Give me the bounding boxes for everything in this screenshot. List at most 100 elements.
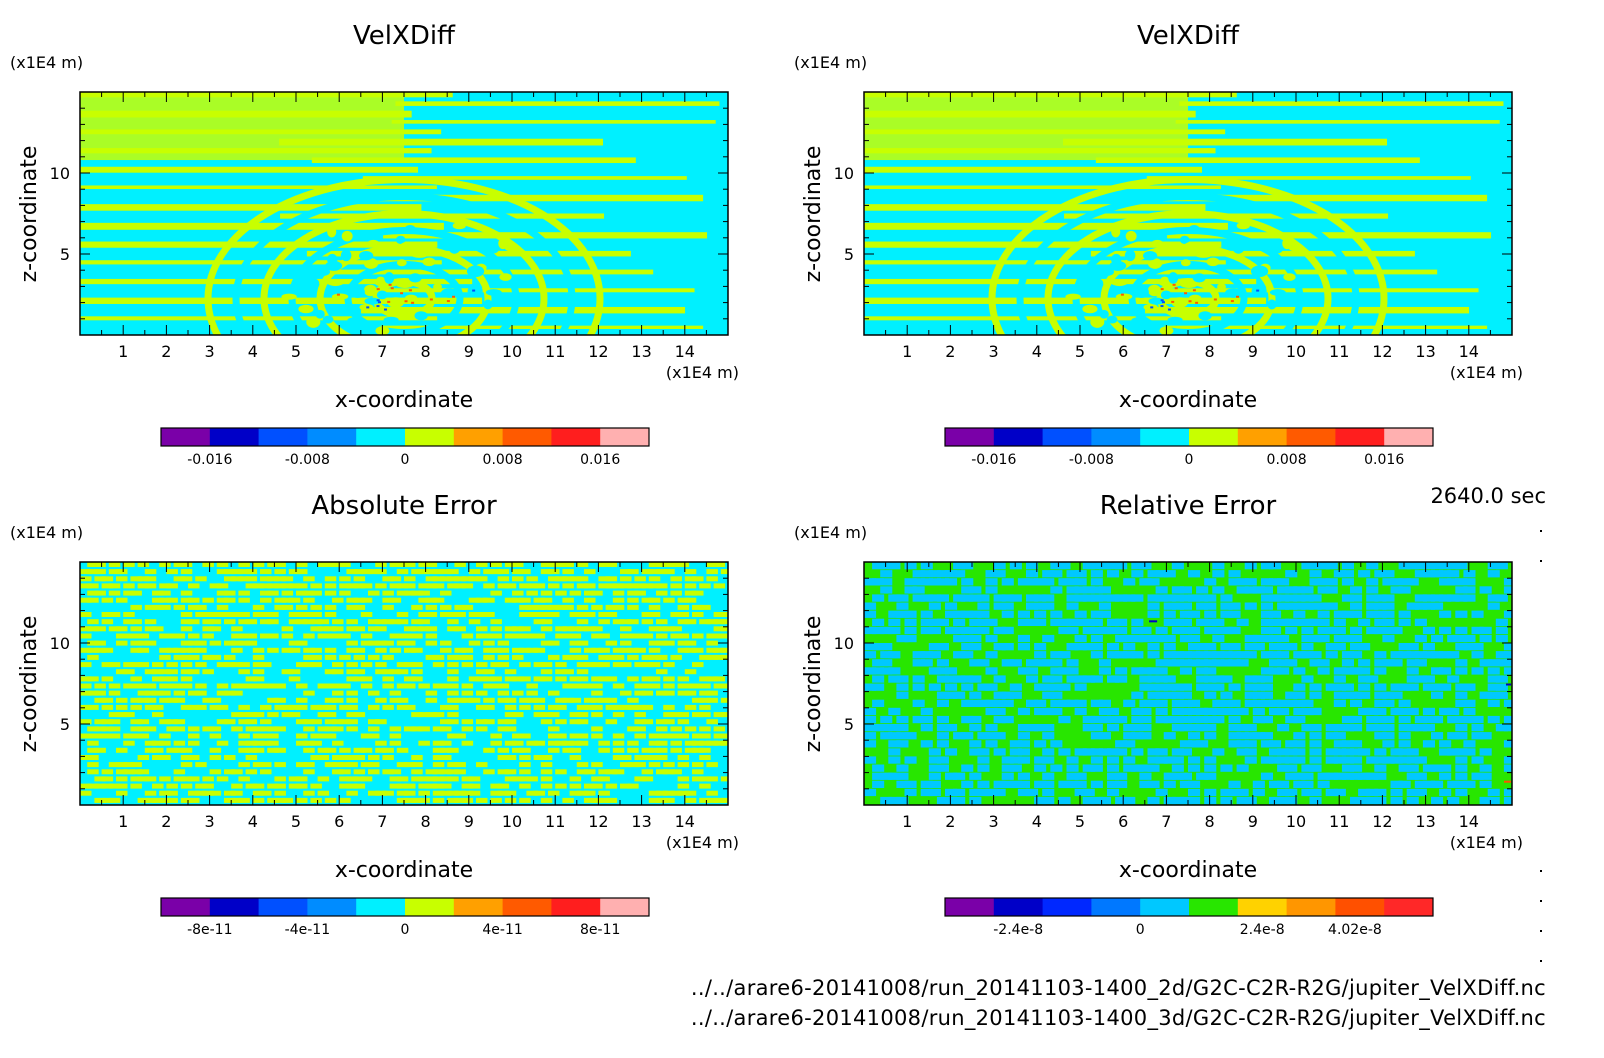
field-layer [864, 92, 1512, 335]
colorbar-swatch [945, 428, 995, 446]
field-speckle [388, 283, 392, 286]
y-axis-unit: (x1E4 m) [794, 53, 867, 72]
x-tick-label: 5 [291, 342, 301, 361]
colorbar-swatch [453, 428, 504, 446]
field-blob [499, 273, 512, 281]
field-band [1062, 138, 1387, 146]
field-blob [396, 281, 414, 289]
field-blob [1271, 244, 1283, 254]
field-band [864, 222, 1228, 230]
file-path-2d: ../../arare6-20141008/run_20141103-1400_… [690, 976, 1546, 1000]
field-band [383, 232, 708, 239]
field-band [395, 101, 720, 106]
field-speckle [446, 300, 450, 303]
margin-dot [1540, 900, 1542, 902]
colorbar-label: -0.008 [1069, 452, 1114, 468]
y-axis-label: z-coordinate [801, 146, 826, 283]
field-blob [1148, 297, 1165, 305]
field-band [391, 120, 716, 124]
field-speckle [377, 301, 381, 304]
field-blob [452, 222, 466, 230]
field-band [864, 185, 1221, 190]
field-blob [350, 286, 365, 298]
x-tick-label: 13 [1415, 812, 1435, 831]
x-tick-label: 8 [1205, 342, 1215, 361]
chart-panel-4: Relative Error(x1E4 m)1 2 3 4 5 6 7 8 9 10 11 12 13 1… [794, 491, 1523, 938]
colorbar-label: 2.4e-8 [1240, 922, 1285, 938]
field-speckle [1192, 289, 1196, 292]
field-band [80, 278, 473, 285]
y-tick-label: 5 [844, 245, 854, 264]
y-axis-unit: (x1E4 m) [10, 523, 83, 542]
x-tick-label: 2 [161, 812, 171, 831]
colorbar-swatch [209, 898, 260, 916]
field-band [1163, 325, 1488, 329]
colorbar-swatch [258, 428, 308, 446]
field-band [80, 260, 442, 265]
x-tick-label: 3 [205, 812, 215, 831]
field-blob [387, 297, 404, 308]
colorbar-label: -8e-11 [187, 922, 232, 938]
field-band [1167, 232, 1492, 239]
field-blob [1288, 245, 1305, 252]
x-tick-label: 8 [421, 812, 431, 831]
field-blob [1180, 259, 1191, 267]
field-blob [363, 284, 377, 297]
field-blob [1147, 258, 1163, 269]
colorbar-frame [944, 897, 1434, 917]
field-blob [1111, 226, 1121, 238]
colorbar-swatch [551, 428, 601, 446]
file-path-3d: ../../arare6-20141008/run_20141103-1400_… [690, 1006, 1546, 1030]
field-blob [1232, 243, 1245, 254]
field-blob [466, 265, 485, 278]
colorbar-swatch [993, 898, 1044, 916]
field-band [278, 138, 603, 146]
field-speckle [376, 305, 380, 308]
field-speckle [390, 287, 394, 290]
field-blob [327, 226, 337, 238]
field-band [379, 194, 704, 202]
field-blob [1195, 251, 1212, 258]
field-band [864, 260, 1226, 265]
x-tick-label: 2 [945, 342, 955, 361]
field-speckle [1150, 306, 1154, 309]
field-speckle [1167, 308, 1171, 311]
field-speckle [404, 300, 408, 303]
colorbar-label: 4e-11 [482, 922, 522, 938]
colorbar-swatch [161, 898, 211, 916]
x-tick-label: 14 [675, 812, 695, 831]
field-band [311, 157, 636, 164]
chart-title: Relative Error [1100, 491, 1277, 521]
field-blob [498, 237, 509, 250]
y-tick-label: 10 [50, 634, 70, 653]
colorbar-swatch [1140, 428, 1190, 446]
field-band [80, 297, 483, 304]
x-axis-label: x-coordinate [335, 858, 473, 883]
field-blob [1217, 320, 1228, 328]
field-speckle [1149, 620, 1158, 623]
field-blob [331, 293, 349, 300]
field-blob [1125, 230, 1137, 242]
field-blob [1267, 299, 1277, 310]
colorbar-swatch [993, 428, 1044, 446]
field-blob [1115, 293, 1133, 300]
x-tick-label: 11 [545, 342, 565, 361]
field-band [1113, 269, 1438, 275]
field-speckle [336, 293, 340, 296]
field-blob [485, 289, 502, 296]
field-blob [433, 320, 444, 328]
colorbar-swatch [945, 898, 995, 916]
field-blob [1183, 241, 1198, 252]
x-tick-label: 2 [945, 812, 955, 831]
field-blob [1188, 225, 1200, 232]
field-blob [1180, 281, 1198, 289]
x-tick-label: 5 [1075, 812, 1085, 831]
field-band [379, 325, 704, 329]
field-band [864, 316, 1222, 321]
x-tick-label: 8 [421, 342, 431, 361]
x-tick-label: 1 [902, 342, 912, 361]
colorbar-swatch [502, 428, 552, 446]
time-label: 2640.0 sec [1430, 484, 1546, 508]
field-speckle [429, 298, 433, 301]
